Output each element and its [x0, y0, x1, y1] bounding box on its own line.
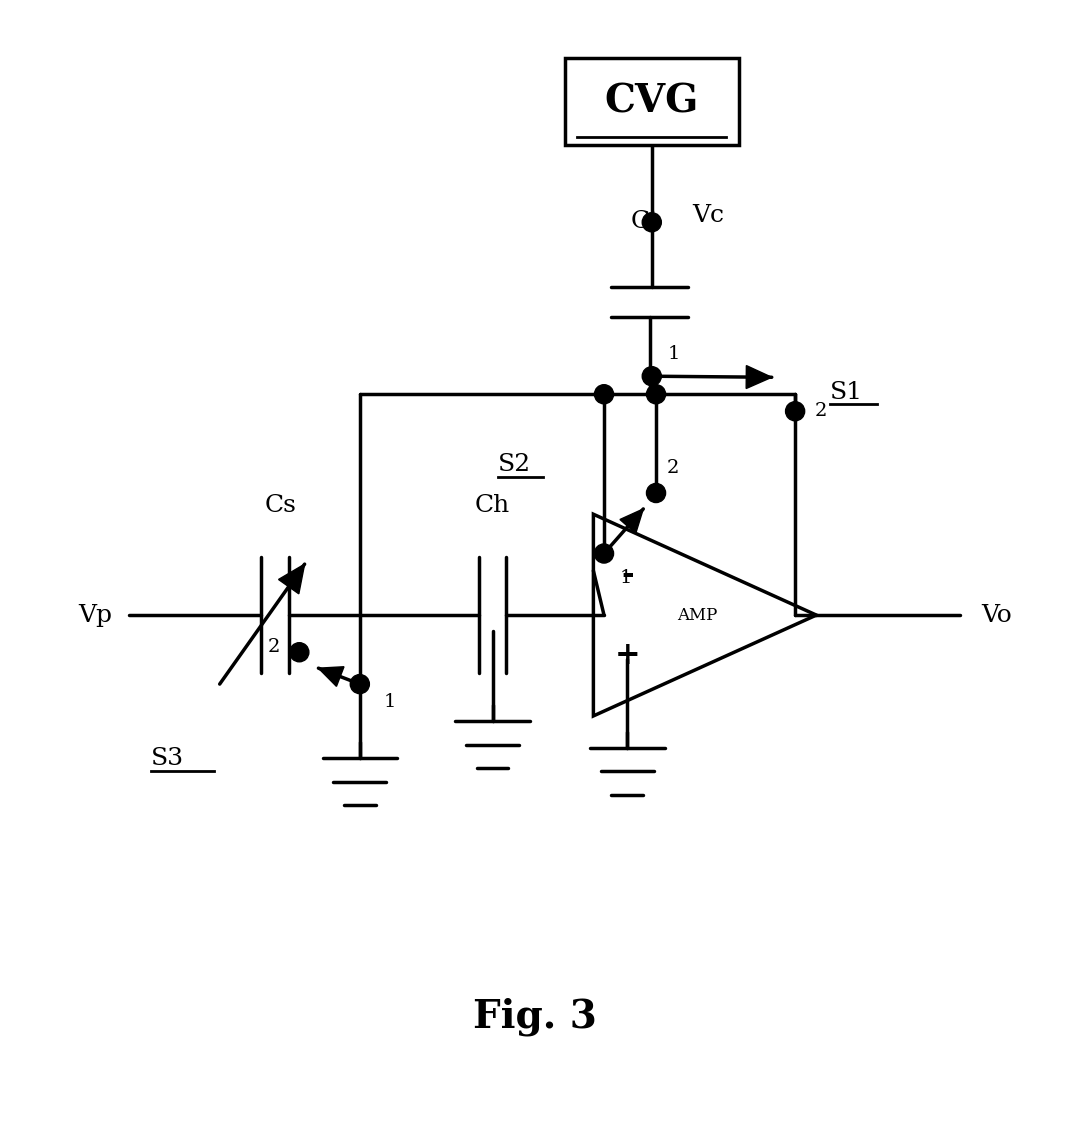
- Text: S1: S1: [830, 381, 863, 404]
- Text: 1: 1: [383, 692, 396, 710]
- Text: Ci: Ci: [631, 210, 658, 233]
- Circle shape: [595, 384, 613, 404]
- Text: Vc: Vc: [692, 205, 724, 227]
- Circle shape: [595, 544, 613, 563]
- Text: Fig. 3: Fig. 3: [473, 997, 597, 1035]
- Text: Vo: Vo: [981, 604, 1011, 626]
- Text: AMP: AMP: [677, 607, 718, 624]
- Text: 1: 1: [620, 570, 632, 588]
- Circle shape: [642, 212, 661, 232]
- Circle shape: [290, 643, 309, 662]
- Polygon shape: [746, 365, 771, 389]
- Text: Cs: Cs: [264, 495, 296, 517]
- Polygon shape: [319, 667, 343, 687]
- Circle shape: [785, 401, 805, 420]
- Text: Vp: Vp: [78, 604, 112, 626]
- Circle shape: [646, 384, 666, 404]
- Circle shape: [642, 366, 661, 386]
- Circle shape: [646, 483, 666, 502]
- Text: +: +: [614, 640, 640, 671]
- Text: 2: 2: [814, 402, 827, 420]
- Polygon shape: [278, 564, 305, 593]
- Text: S3: S3: [151, 747, 184, 770]
- Text: Ch: Ch: [475, 495, 510, 517]
- Text: -: -: [621, 560, 633, 590]
- Text: 2: 2: [268, 638, 280, 656]
- Text: 2: 2: [667, 459, 679, 477]
- Text: 1: 1: [668, 345, 681, 363]
- Bar: [565, 57, 739, 145]
- Text: S2: S2: [498, 453, 531, 475]
- Polygon shape: [620, 509, 643, 534]
- Circle shape: [350, 674, 369, 694]
- Text: CVG: CVG: [605, 82, 699, 120]
